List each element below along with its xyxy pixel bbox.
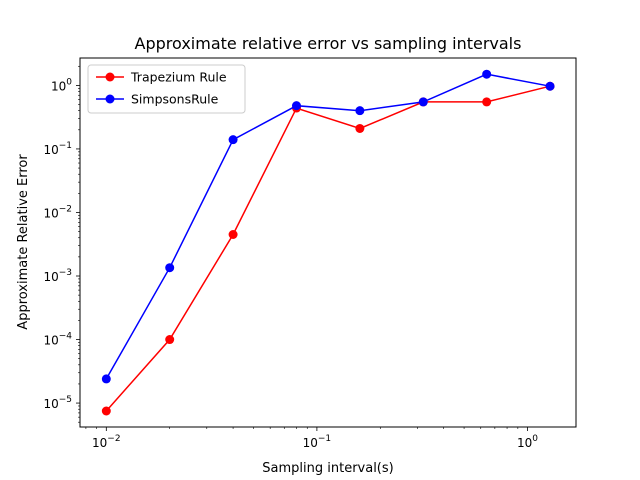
- series-line: [105, 85, 551, 412]
- x-tick-label: 10−2: [92, 434, 121, 450]
- series-line: [105, 73, 551, 380]
- legend-marker: [105, 94, 115, 104]
- data-point: [228, 230, 238, 240]
- data-point: [355, 123, 365, 133]
- legend-label: Trapezium Rule: [130, 70, 227, 85]
- data-point: [355, 106, 365, 116]
- y-tick-label: 10−1: [43, 141, 72, 157]
- legend-marker: [105, 72, 115, 82]
- x-tick-label: 10−1: [303, 434, 332, 450]
- y-tick-label: 100: [51, 77, 72, 93]
- data-point: [228, 135, 238, 145]
- data-point: [101, 406, 111, 416]
- legend-box: [87, 64, 246, 114]
- data-point: [165, 335, 175, 345]
- data-point: [165, 263, 175, 273]
- data-point: [101, 374, 111, 384]
- plot-area: [80, 58, 576, 427]
- x-axis: 10−2 10−1 100: [85, 427, 538, 450]
- data-point: [418, 97, 428, 107]
- x-axis-label: Sampling interval(s): [262, 461, 393, 476]
- data-point: [291, 101, 301, 111]
- chart-title: Approximate relative error vs sampling i…: [135, 34, 522, 53]
- legend: Trapezium Rule SimpsonsRule: [87, 64, 246, 114]
- y-tick-label: 10−4: [43, 332, 72, 348]
- y-tick-label: 10−3: [43, 268, 72, 284]
- axes-frame: [79, 57, 577, 428]
- legend-label: SimpsonsRule: [131, 92, 219, 107]
- data-point: [482, 69, 492, 79]
- y-axis: 10−5 10−4 10−3 10−2 10−1 100: [43, 65, 80, 423]
- x-tick-label: 100: [517, 434, 538, 450]
- axes-background: [80, 58, 576, 427]
- data-point: [482, 97, 492, 107]
- y-tick-label: 10−2: [43, 204, 72, 220]
- y-axis-label: Approximate Relative Error: [16, 154, 31, 330]
- series-layer: [101, 69, 555, 416]
- y-tick-label: 10−5: [43, 395, 72, 411]
- data-point: [545, 81, 555, 91]
